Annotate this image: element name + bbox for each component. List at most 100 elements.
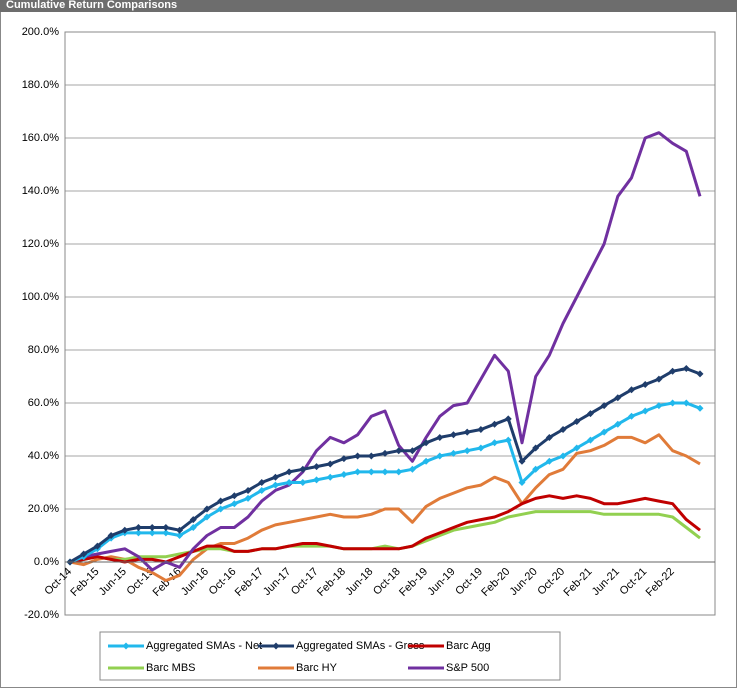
y-tick-label: 40.0% bbox=[28, 450, 59, 462]
data-point bbox=[176, 526, 184, 534]
data-point bbox=[93, 542, 101, 550]
data-point bbox=[217, 497, 225, 505]
series-line bbox=[69, 433, 701, 582]
data-point bbox=[367, 468, 375, 476]
data-point bbox=[271, 481, 279, 489]
data-point bbox=[518, 479, 526, 486]
data-point bbox=[395, 447, 403, 455]
y-tick-label: 160.0% bbox=[22, 132, 60, 144]
data-point bbox=[408, 465, 416, 473]
data-point bbox=[299, 479, 307, 486]
data-point bbox=[518, 457, 526, 465]
data-point bbox=[258, 486, 266, 494]
data-point bbox=[80, 550, 88, 558]
data-point bbox=[299, 465, 307, 473]
data-point bbox=[559, 452, 567, 460]
data-point bbox=[436, 433, 444, 441]
data-point bbox=[244, 494, 252, 502]
data-point bbox=[230, 492, 238, 500]
data-point bbox=[614, 420, 622, 428]
data-point bbox=[614, 394, 622, 402]
y-tick-label: 140.0% bbox=[22, 185, 60, 197]
data-point bbox=[696, 370, 704, 378]
data-point bbox=[655, 402, 663, 410]
y-tick-label: -20.0% bbox=[24, 609, 59, 621]
series-line bbox=[69, 510, 701, 564]
data-point bbox=[669, 367, 677, 375]
data-point bbox=[285, 479, 293, 486]
data-point bbox=[628, 386, 636, 394]
data-point bbox=[271, 473, 279, 481]
data-point bbox=[313, 463, 321, 471]
data-point bbox=[504, 436, 512, 444]
y-tick-label: 20.0% bbox=[28, 503, 59, 515]
y-tick-label: 200.0% bbox=[22, 26, 60, 38]
data-point bbox=[285, 468, 293, 476]
data-point bbox=[189, 524, 197, 532]
legend-marker bbox=[122, 642, 130, 650]
data-point bbox=[230, 500, 238, 508]
data-point bbox=[477, 426, 485, 433]
y-tick-label: 180.0% bbox=[22, 79, 60, 91]
data-point bbox=[559, 426, 567, 433]
data-point bbox=[107, 532, 115, 539]
data-point bbox=[121, 526, 129, 534]
y-tick-label: 120.0% bbox=[22, 238, 60, 250]
data-point bbox=[682, 365, 690, 373]
chart-title: Cumulative Return Comparisons bbox=[6, 0, 177, 11]
data-point bbox=[449, 449, 457, 457]
data-point bbox=[463, 428, 471, 436]
data-point bbox=[217, 505, 225, 513]
data-point bbox=[148, 524, 156, 532]
data-point bbox=[545, 457, 553, 465]
data-point bbox=[586, 436, 594, 444]
y-tick-label: 80.0% bbox=[28, 344, 59, 356]
data-point bbox=[477, 444, 485, 452]
data-point bbox=[326, 460, 334, 468]
y-tick-label: 100.0% bbox=[22, 291, 60, 303]
data-point bbox=[504, 415, 512, 423]
data-point bbox=[422, 439, 430, 447]
header-bar bbox=[0, 0, 737, 12]
data-point bbox=[463, 447, 471, 455]
legend-label: Aggregated SMAs - Gross bbox=[296, 640, 425, 652]
data-point bbox=[586, 410, 594, 418]
data-point bbox=[449, 431, 457, 439]
data-point bbox=[367, 452, 375, 460]
data-point bbox=[532, 444, 540, 452]
data-point bbox=[244, 486, 252, 494]
data-point bbox=[134, 529, 142, 537]
data-point bbox=[313, 476, 321, 484]
data-point bbox=[628, 412, 636, 420]
legend-marker bbox=[272, 642, 280, 650]
data-point bbox=[354, 468, 362, 476]
data-point bbox=[682, 399, 690, 407]
legend-label: Aggregated SMAs - Net bbox=[146, 640, 262, 652]
y-tick-label: 60.0% bbox=[28, 397, 59, 409]
series-line bbox=[69, 494, 701, 564]
data-point bbox=[641, 407, 649, 415]
data-point bbox=[600, 428, 608, 436]
data-point bbox=[491, 439, 499, 447]
data-point bbox=[655, 375, 663, 383]
legend-label: Barc MBS bbox=[146, 662, 196, 674]
data-point bbox=[408, 447, 416, 455]
data-point bbox=[162, 524, 170, 532]
data-point bbox=[340, 471, 348, 479]
data-point bbox=[395, 468, 403, 476]
data-point bbox=[381, 468, 389, 476]
data-point bbox=[326, 473, 334, 481]
data-point bbox=[545, 433, 553, 441]
data-point bbox=[258, 479, 266, 486]
data-point bbox=[422, 457, 430, 465]
data-point bbox=[203, 505, 211, 513]
data-point bbox=[573, 418, 581, 426]
y-tick-label: 0.0% bbox=[34, 556, 59, 568]
data-point bbox=[641, 380, 649, 388]
data-point bbox=[669, 399, 677, 407]
data-point bbox=[381, 449, 389, 457]
series-line bbox=[69, 131, 702, 572]
legend-label: Barc Agg bbox=[446, 640, 491, 652]
data-point bbox=[696, 404, 704, 412]
